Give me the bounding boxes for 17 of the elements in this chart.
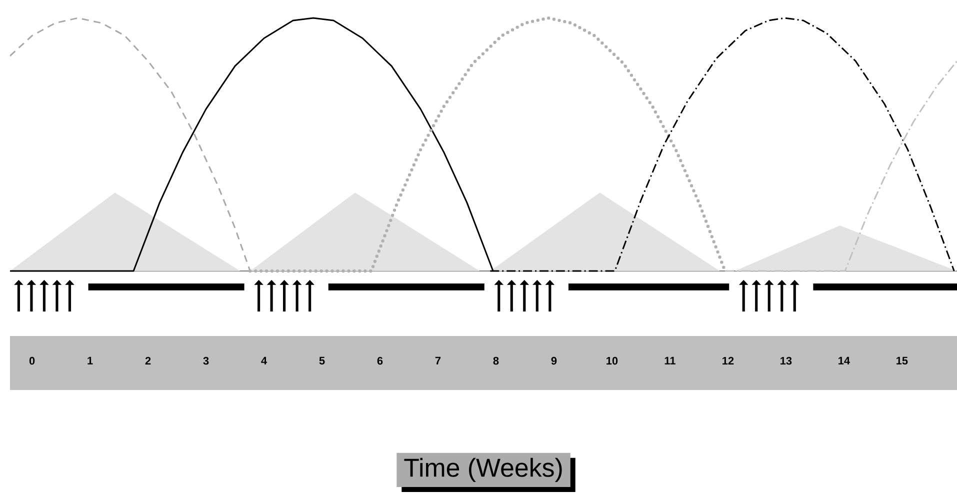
x-tick-label: 7 — [435, 356, 441, 364]
x-tick-label: 12 — [722, 356, 734, 365]
x-tick-label: 13 — [780, 356, 792, 365]
x-tick-label: 14 — [838, 356, 850, 364]
x-tick-label: 6 — [377, 356, 383, 365]
x-tick-label: 15 — [896, 356, 908, 365]
x-tick-label: 2 — [145, 356, 151, 365]
x-tick-label: 5 — [319, 356, 325, 365]
x-tick-label: 3 — [203, 356, 209, 365]
x-tick-label: 9 — [551, 356, 557, 365]
x-tick-label: 10 — [606, 356, 618, 365]
x-axis-title: Time (Weeks) — [404, 458, 562, 482]
x-tick-label: 1 — [88, 356, 93, 364]
x-tick-label: 4 — [261, 356, 267, 364]
x-tick-label: 8 — [493, 356, 499, 365]
x-tick-label: 0 — [29, 356, 35, 365]
x-tick-label: 11 — [664, 356, 676, 364]
